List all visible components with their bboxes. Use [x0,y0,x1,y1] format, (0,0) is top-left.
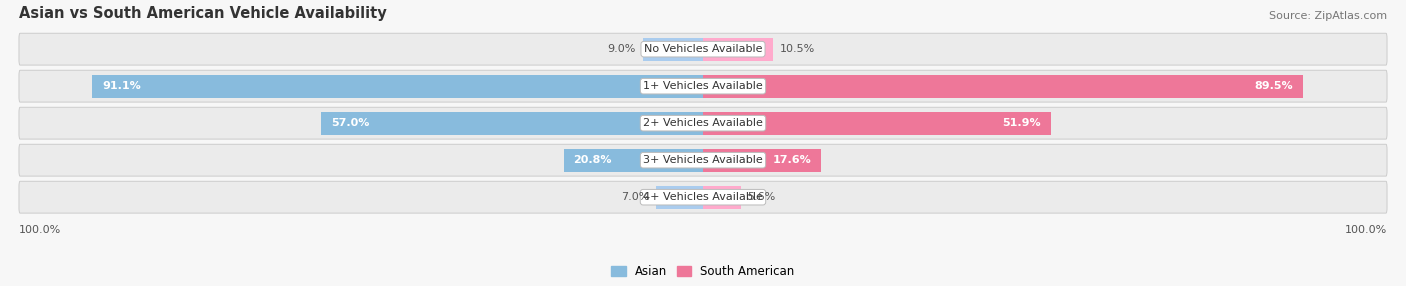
Bar [703,149,821,172]
Bar [703,75,1303,98]
Bar [657,186,703,209]
Text: 51.9%: 51.9% [1002,118,1040,128]
Text: No Vehicles Available: No Vehicles Available [644,44,762,54]
FancyBboxPatch shape [18,107,1388,139]
Bar [703,186,741,209]
Text: 89.5%: 89.5% [1254,81,1294,91]
Bar [564,149,703,172]
Bar [703,112,1052,135]
FancyBboxPatch shape [18,33,1388,65]
Text: 100.0%: 100.0% [1344,225,1388,235]
Text: Asian vs South American Vehicle Availability: Asian vs South American Vehicle Availabi… [18,6,387,21]
Text: 4+ Vehicles Available: 4+ Vehicles Available [643,192,763,202]
Text: 91.1%: 91.1% [103,81,141,91]
Text: 3+ Vehicles Available: 3+ Vehicles Available [643,155,763,165]
Bar [91,75,703,98]
Text: 20.8%: 20.8% [574,155,612,165]
Bar [643,38,703,61]
Text: Source: ZipAtlas.com: Source: ZipAtlas.com [1268,11,1388,21]
Text: 17.6%: 17.6% [772,155,811,165]
Text: 10.5%: 10.5% [780,44,815,54]
Text: 2+ Vehicles Available: 2+ Vehicles Available [643,118,763,128]
Legend: Asian, South American: Asian, South American [607,260,799,283]
FancyBboxPatch shape [18,70,1388,102]
Text: 1+ Vehicles Available: 1+ Vehicles Available [643,81,763,91]
FancyBboxPatch shape [18,181,1388,213]
Text: 7.0%: 7.0% [621,192,650,202]
Bar [703,38,773,61]
FancyBboxPatch shape [18,144,1388,176]
Text: 57.0%: 57.0% [330,118,370,128]
Bar [321,112,703,135]
Text: 100.0%: 100.0% [18,225,62,235]
Text: 5.6%: 5.6% [747,192,776,202]
Text: 9.0%: 9.0% [607,44,636,54]
